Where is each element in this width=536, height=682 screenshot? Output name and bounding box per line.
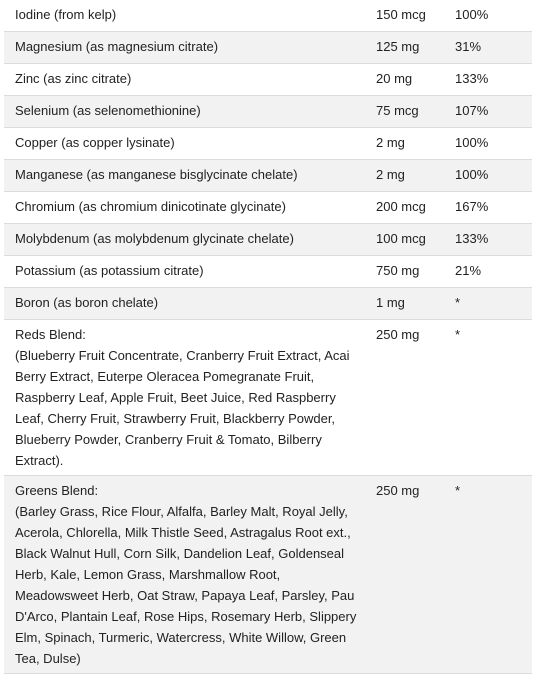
ingredient-amount: 2 mg (376, 135, 405, 150)
daily-value-percent: 31% (455, 39, 482, 54)
ingredient-name: Molybdenum (as molybdenum glycinate chel… (15, 231, 294, 246)
blend-title: Reds Blend: (15, 327, 86, 342)
table-row: Iodine (from kelp) 150 mcg 100% (4, 0, 532, 32)
table-row: Potassium (as potassium citrate) 750 mg … (4, 256, 532, 288)
ingredient-name: Potassium (as potassium citrate) (15, 263, 204, 278)
blend-cell: Greens Blend: (Barley Grass, Rice Flour,… (4, 476, 366, 674)
daily-value-percent: 133% (455, 231, 489, 246)
table-row: Molybdenum (as molybdenum glycinate chel… (4, 223, 532, 256)
ingredient-amount: 750 mg (376, 263, 420, 278)
ingredient-amount: 20 mg (376, 71, 413, 86)
table-row: Copper (as copper lysinate) 2 mg 100% (4, 128, 532, 160)
blend-row-greens: Greens Blend: (Barley Grass, Rice Flour,… (4, 475, 532, 674)
blend-title: Greens Blend: (15, 483, 99, 498)
blend-ingredients: (Barley Grass, Rice Flour, Alfalfa, Barl… (15, 504, 357, 666)
ingredient-amount: 250 mg (376, 483, 420, 498)
daily-value-percent: 167% (455, 199, 489, 214)
ingredient-amount: 150 mcg (376, 7, 426, 22)
ingredient-amount: 1 mg (376, 295, 405, 310)
ingredient-amount: 100 mcg (376, 231, 426, 246)
ingredient-name: Selenium (as selenomethionine) (15, 103, 201, 118)
blend-ingredients: (Blueberry Fruit Concentrate, Cranberry … (15, 348, 350, 468)
daily-value-percent: 100% (455, 135, 489, 150)
ingredient-amount: 2 mg (376, 167, 405, 182)
supplement-facts-table: Iodine (from kelp) 150 mcg 100% Magnesiu… (4, 0, 532, 674)
daily-value-percent: 133% (455, 71, 489, 86)
ingredient-name: Magnesium (as magnesium citrate) (15, 39, 219, 54)
table-row: Chromium (as chromium dinicotinate glyci… (4, 192, 532, 224)
daily-value-percent: 21% (455, 263, 482, 278)
daily-value-percent: 107% (455, 103, 489, 118)
table-row: Zinc (as zinc citrate) 20 mg 133% (4, 64, 532, 96)
daily-value-percent: * (455, 483, 461, 498)
ingredient-name: Copper (as copper lysinate) (15, 135, 175, 150)
table-row: Selenium (as selenomethionine) 75 mcg 10… (4, 95, 532, 128)
blend-cell: Reds Blend: (Blueberry Fruit Concentrate… (4, 320, 366, 476)
table-row: Boron (as boron chelate) 1 mg * (4, 287, 532, 320)
ingredient-amount: 125 mg (376, 39, 420, 54)
daily-value-percent: * (455, 295, 461, 310)
blend-row-reds: Reds Blend: (Blueberry Fruit Concentrate… (4, 320, 532, 476)
ingredient-amount: 200 mcg (376, 199, 426, 214)
ingredient-name: Boron (as boron chelate) (15, 295, 159, 310)
daily-value-percent: * (455, 327, 461, 342)
ingredient-name: Iodine (from kelp) (15, 7, 117, 22)
ingredient-name: Zinc (as zinc citrate) (15, 71, 132, 86)
ingredient-amount: 75 mcg (376, 103, 419, 118)
ingredient-name: Manganese (as manganese bisglycinate che… (15, 167, 298, 182)
ingredient-name: Chromium (as chromium dinicotinate glyci… (15, 199, 286, 214)
table-row: Manganese (as manganese bisglycinate che… (4, 159, 532, 192)
daily-value-percent: 100% (455, 7, 489, 22)
table-row: Magnesium (as magnesium citrate) 125 mg … (4, 31, 532, 64)
ingredient-amount: 250 mg (376, 327, 420, 342)
daily-value-percent: 100% (455, 167, 489, 182)
